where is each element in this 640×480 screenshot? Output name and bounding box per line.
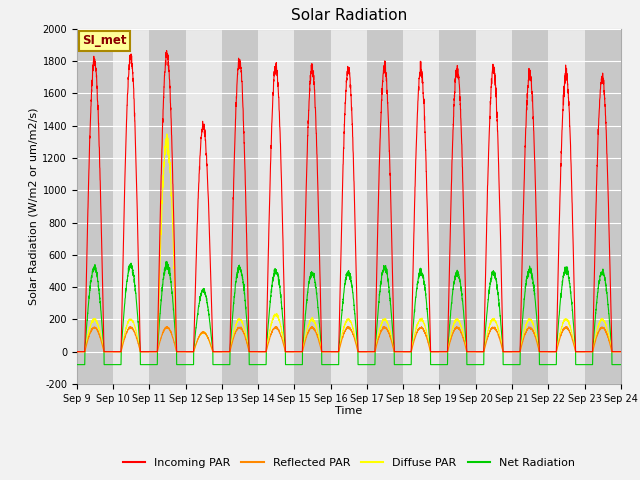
Bar (113, 29, 149, 384)
Bar (403, 29, 440, 384)
Bar (331, 29, 367, 384)
X-axis label: Time: Time (335, 407, 362, 417)
Bar (584, 29, 621, 384)
Legend: Incoming PAR, Reflected PAR, Diffuse PAR, Net Radiation: Incoming PAR, Reflected PAR, Diffuse PAR… (118, 454, 579, 472)
Bar (367, 29, 403, 384)
Bar (294, 29, 331, 384)
Bar (149, 29, 186, 384)
Bar (186, 29, 222, 384)
Title: Solar Radiation: Solar Radiation (291, 9, 407, 24)
Bar (258, 29, 294, 384)
Bar (440, 29, 476, 384)
Bar (222, 29, 258, 384)
Text: SI_met: SI_met (83, 35, 127, 48)
Y-axis label: Solar Radiation (W/m2 or um/m2/s): Solar Radiation (W/m2 or um/m2/s) (28, 108, 38, 305)
Bar (548, 29, 584, 384)
Bar (512, 29, 548, 384)
Bar (77, 29, 113, 384)
Bar (476, 29, 512, 384)
